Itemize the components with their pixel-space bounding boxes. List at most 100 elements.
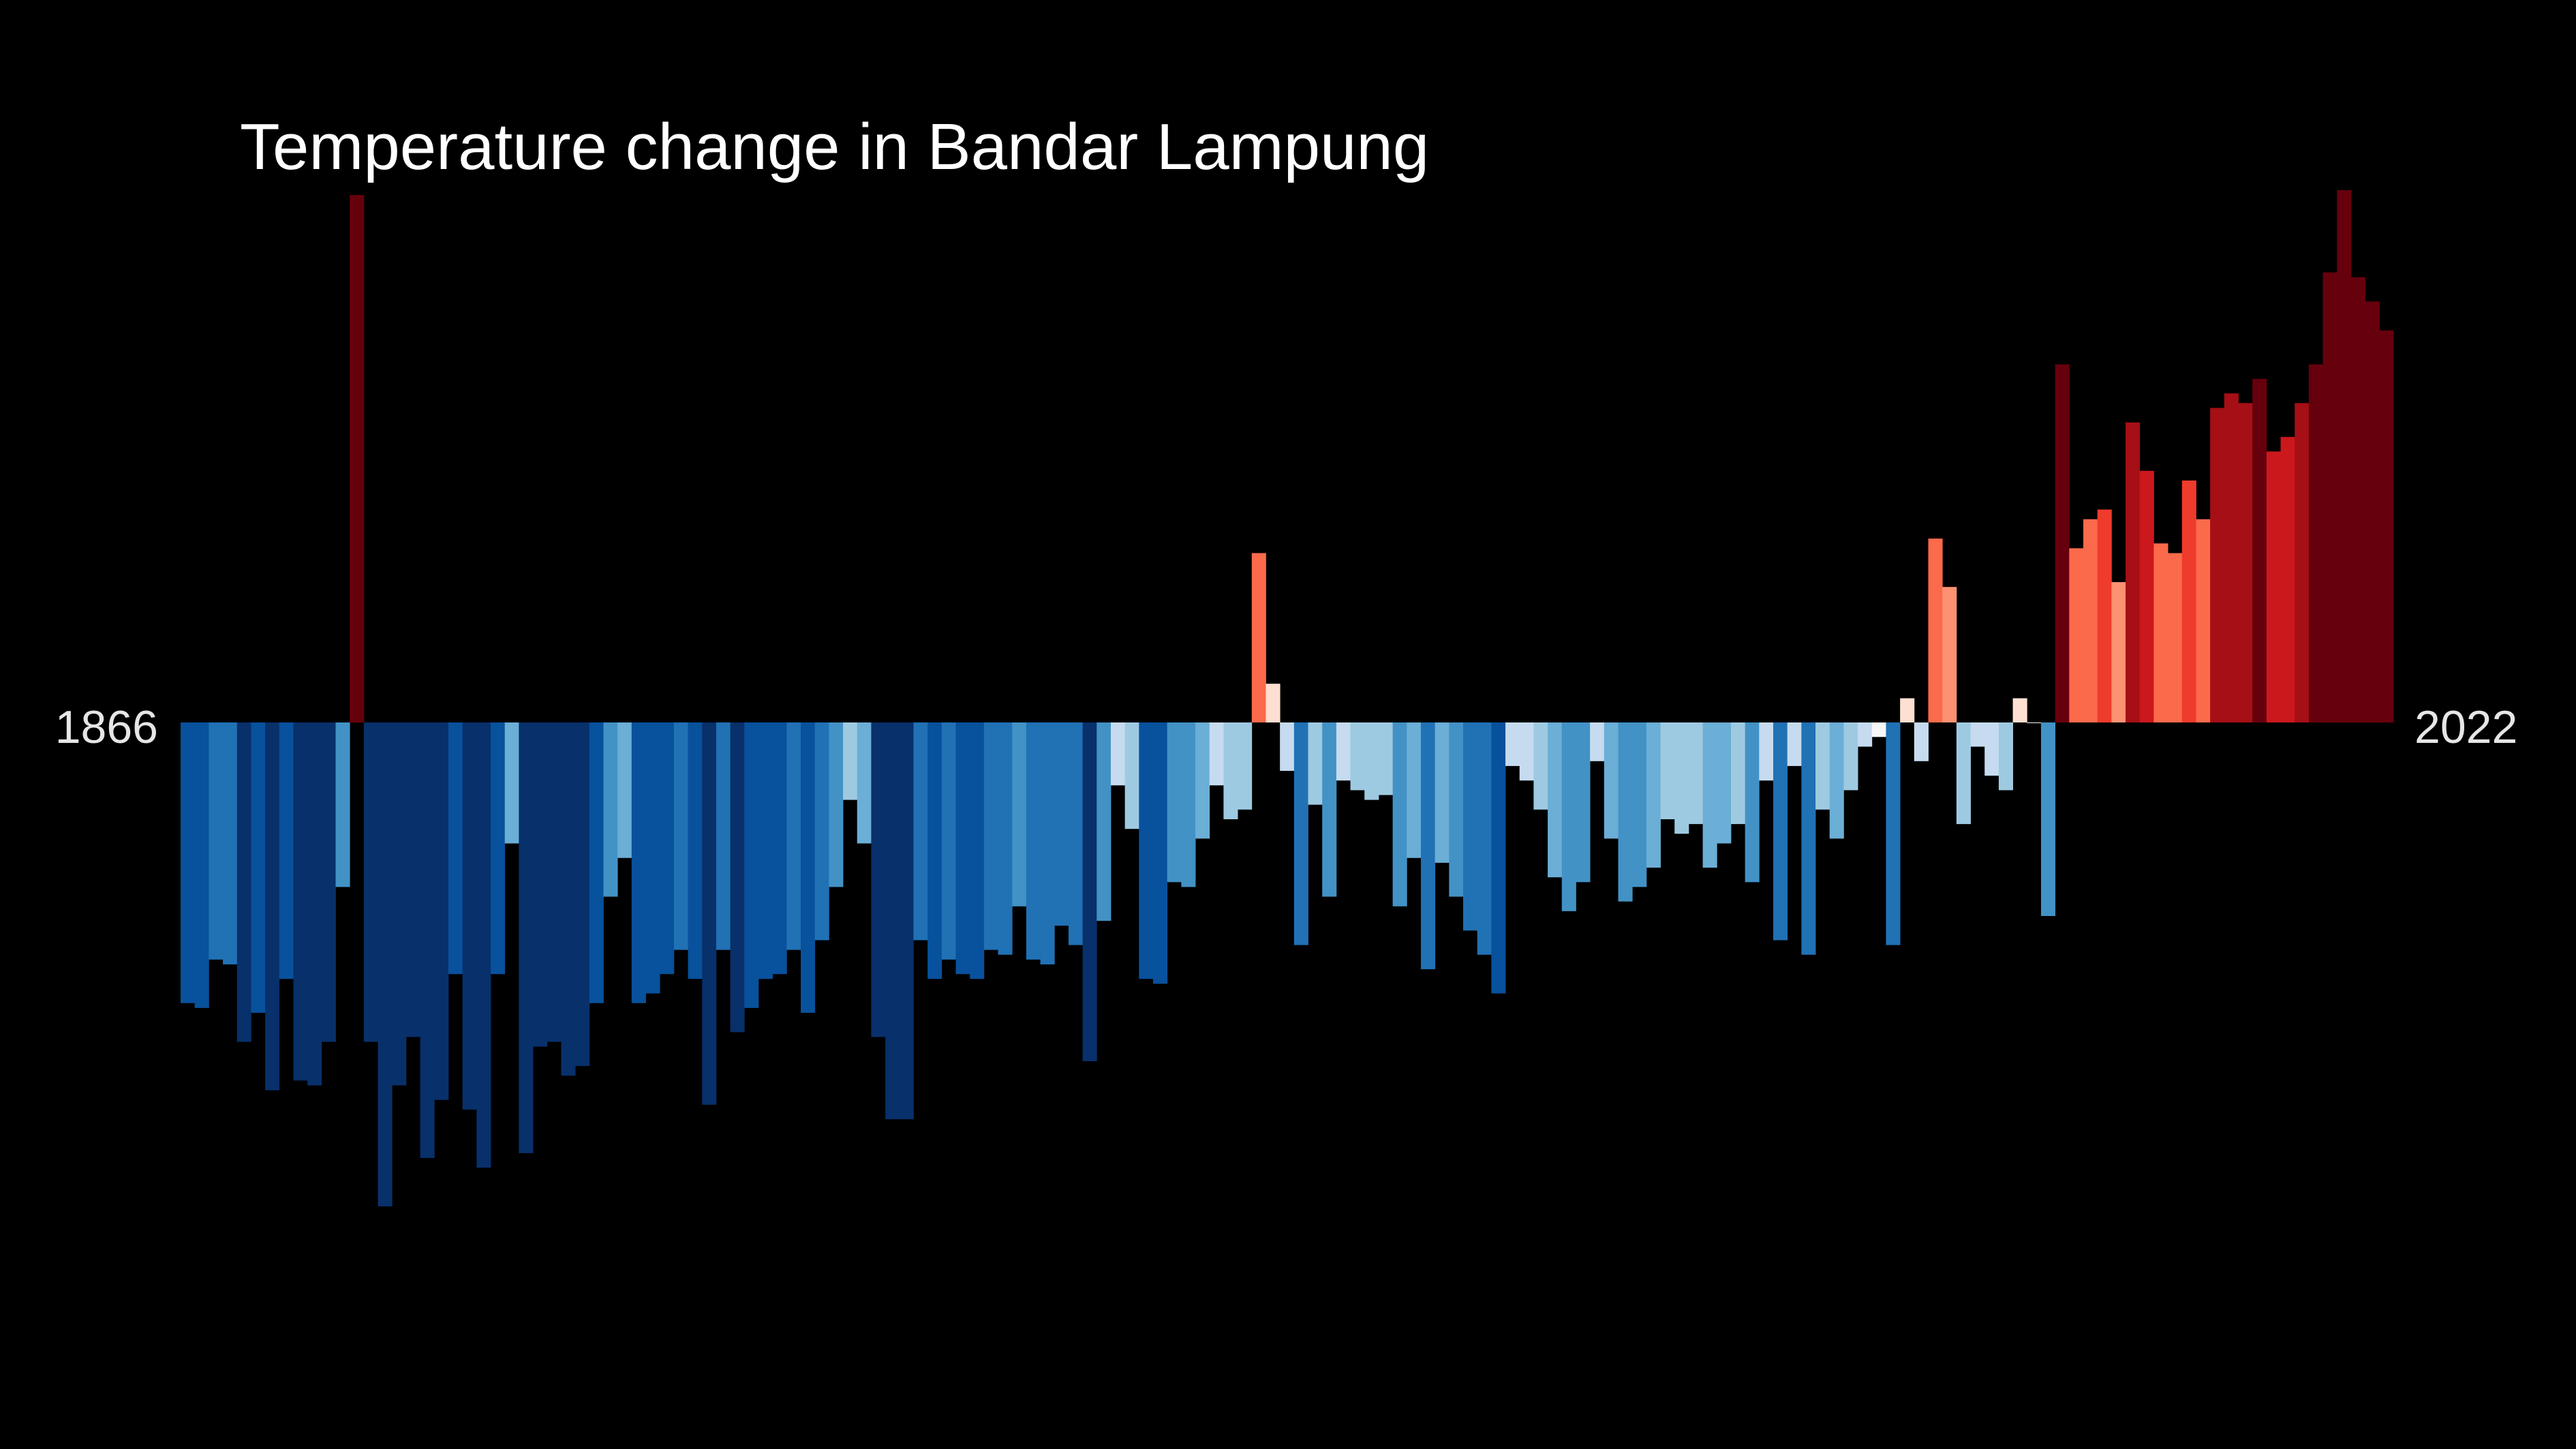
bar-1923 [983,722,998,950]
chart-title: Temperature change in Bandar Lampung [240,110,1429,183]
bar-1954 [1420,722,1436,970]
bar-1926 [1026,722,1041,960]
bar-1889 [504,722,519,844]
bar-2012 [2238,403,2253,722]
bar-1946 [1308,722,1323,805]
bar-1991 [1942,587,1957,722]
bar-1981 [1801,722,1816,955]
bar-1963 [1548,722,1563,878]
bar-1902 [688,722,703,979]
bar-1953 [1407,722,1422,858]
bar-1982 [1815,722,1830,810]
bar-1976 [1730,722,1746,825]
bar-1999 [2055,364,2070,722]
bar-1904 [716,722,731,950]
bar-2022 [2379,330,2394,722]
bar-2007 [2168,553,2183,722]
bar-1998 [2040,722,2056,916]
bar-1944 [1280,722,1295,771]
bar-1932 [1110,722,1126,786]
bar-1931 [1097,722,1111,921]
bar-1893 [561,722,576,1076]
bar-1894 [575,722,590,1067]
bar-1878 [350,195,365,723]
bar-1911 [814,722,829,941]
bar-1881 [392,722,407,1086]
bar-1888 [490,722,506,975]
bar-1967 [1604,722,1619,839]
bar-1983 [1829,722,1844,839]
bar-1887 [476,722,491,1168]
bar-1977 [1745,722,1760,883]
bar-2016 [2295,403,2310,722]
bar-1951 [1378,722,1394,795]
bar-1866 [181,722,196,1003]
bar-1974 [1702,722,1717,868]
bar-1907 [758,722,773,979]
bar-1952 [1392,722,1407,906]
bar-1917 [899,722,914,1120]
bar-1896 [603,722,618,897]
bar-1968 [1618,722,1633,902]
bar-1957 [1463,722,1478,931]
bar-1934 [1139,722,1154,979]
bar-1928 [1054,722,1069,926]
bar-1873 [279,722,294,979]
bar-2010 [2210,408,2225,722]
bar-1868 [209,722,224,960]
bar-1942 [1251,553,1266,722]
bar-2013 [2252,378,2267,722]
bar-1950 [1364,722,1379,800]
bar-1897 [617,722,632,858]
bar-1914 [857,722,872,844]
bar-1891 [533,722,548,1047]
bar-1960 [1505,722,1520,766]
bar-2004 [2126,422,2141,722]
bar-2001 [2083,519,2098,722]
bar-1892 [547,722,562,1042]
bar-1919 [927,722,942,979]
bar-1912 [829,722,844,887]
bar-1901 [673,722,688,950]
bar-1890 [519,722,534,1153]
bar-2018 [2322,272,2337,722]
bar-1918 [913,722,928,941]
bar-1939 [1209,722,1224,786]
bar-1885 [448,722,463,975]
bar-1943 [1266,684,1281,722]
bar-2021 [2365,301,2380,722]
bar-1880 [378,722,393,1206]
bar-1980 [1787,722,1802,766]
bars-group [181,190,2394,1206]
bar-1899 [645,722,660,994]
bar-1867 [194,722,209,1008]
bar-1937 [1181,722,1196,887]
bar-1965 [1576,722,1591,883]
bar-1879 [363,722,378,1042]
bar-2006 [2153,543,2168,722]
bar-1964 [1561,722,1576,911]
bar-2008 [2181,481,2196,722]
bar-1948 [1336,722,1351,781]
bar-1985 [1858,722,1873,747]
bar-1978 [1759,722,1774,781]
bar-1959 [1491,722,1506,994]
bar-1987 [1886,722,1901,945]
bar-1933 [1124,722,1139,829]
bar-1962 [1533,722,1548,810]
bar-1876 [321,722,336,1042]
bar-1971 [1660,722,1675,819]
bar-2019 [2337,190,2352,722]
bar-1989 [1914,722,1929,761]
bar-1870 [236,722,251,1042]
bar-1979 [1773,722,1788,941]
bar-1949 [1350,722,1365,791]
bar-1895 [589,722,604,1003]
bar-1973 [1688,722,1703,825]
bar-1958 [1477,722,1492,955]
bar-1872 [265,722,280,1090]
bar-1908 [772,722,787,975]
bar-1906 [744,722,759,1008]
bar-1945 [1293,722,1308,945]
